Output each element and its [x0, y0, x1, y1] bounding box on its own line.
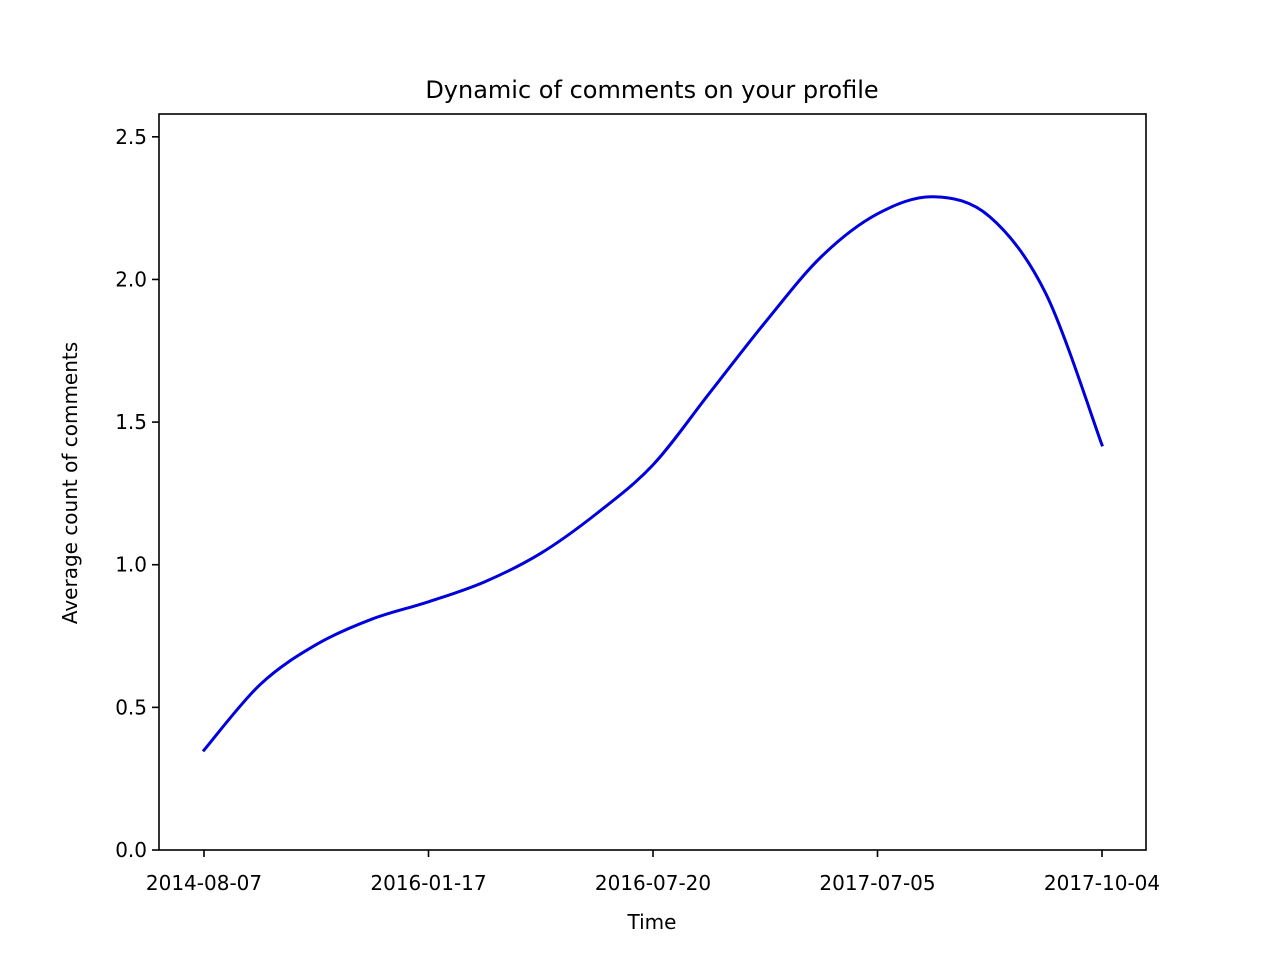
y-axis-label: Average count of comments	[58, 342, 82, 624]
x-tick-label: 2017-07-05	[819, 871, 935, 895]
x-tick-label: 2014-08-07	[146, 871, 262, 895]
y-tick-label: 0.5	[115, 695, 147, 719]
x-tick-label: 2016-07-20	[595, 871, 711, 895]
x-axis-label: Time	[627, 910, 677, 934]
chart-title: Dynamic of comments on your profile	[425, 76, 878, 104]
y-tick-label: 0.0	[115, 838, 147, 862]
y-tick-label: 2.5	[115, 125, 147, 149]
y-tick-label: 1.0	[115, 553, 147, 577]
y-tick-label: 1.5	[115, 410, 147, 434]
y-tick-label: 2.0	[115, 267, 147, 291]
series-line	[201, 195, 1104, 753]
plot-area: 2014-08-07 2016-01-17 2016-07-20 2017-07-05…	[115, 113, 1160, 895]
x-tick-label: 2017-10-04	[1044, 871, 1160, 895]
x-tick-label: 2016-01-17	[370, 871, 486, 895]
